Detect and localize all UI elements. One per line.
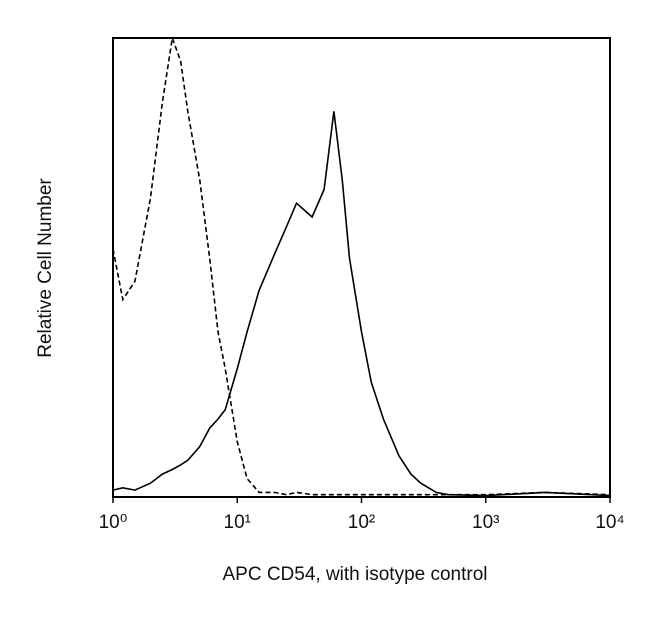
histogram-line [112, 37, 611, 496]
x-tick-label: 10³ [472, 512, 499, 533]
x-axis-label: APC CD54, with isotype control [222, 564, 487, 585]
x-tick-label: 10² [348, 512, 375, 533]
y-axis-label: Relative Cell Number [35, 178, 56, 358]
histogram-line [112, 111, 611, 497]
x-tick-label: 10⁴ [595, 512, 624, 533]
x-tick-label: 10⁰ [99, 512, 128, 533]
plot-frame [112, 37, 611, 498]
x-tick-label: 10¹ [224, 512, 251, 533]
